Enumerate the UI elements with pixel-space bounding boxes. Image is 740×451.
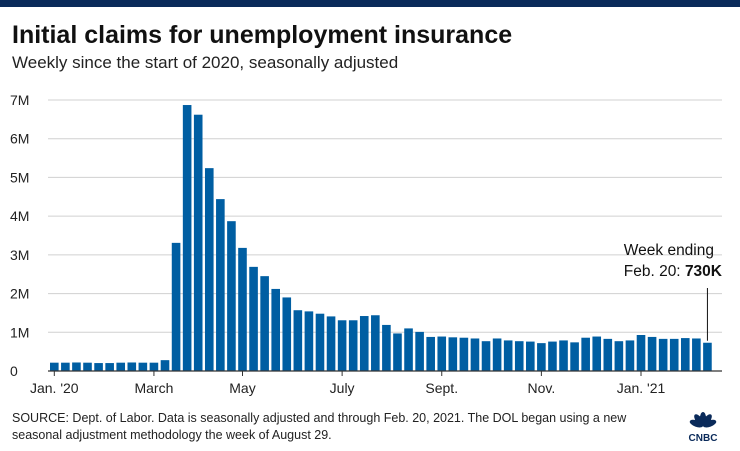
bar: [526, 341, 535, 371]
bar: [669, 338, 679, 371]
bar: [404, 328, 413, 371]
bar: [437, 336, 447, 371]
y-tick-label: 2M: [10, 286, 29, 302]
logo-text: CNBC: [689, 433, 718, 444]
bar: [337, 320, 347, 371]
bar: [470, 338, 480, 371]
source-note: SOURCE: Dept. of Labor. Data is seasonal…: [12, 411, 627, 442]
bar: [204, 168, 214, 371]
bar: [94, 363, 103, 371]
bar: [260, 276, 269, 371]
bar: [127, 362, 137, 371]
bar: [271, 288, 280, 371]
bar: [138, 362, 148, 371]
bar: [371, 315, 380, 371]
bar: [304, 311, 314, 371]
bar: [548, 341, 557, 371]
y-tick-label: 6M: [10, 131, 29, 147]
bar: [581, 337, 590, 371]
y-tick-label: 1M: [10, 324, 29, 340]
bar-chart: 0 1M 2M 3M 4M 5M 6M 7M Jan. '20 March May July Sept…: [10, 92, 723, 396]
bar: [426, 336, 435, 371]
cnbc-peacock-logo-icon: CNBC: [689, 412, 718, 444]
x-axis: Jan. '20 March May July Sept. Nov. Jan. '21: [30, 370, 722, 396]
bar: [61, 362, 70, 371]
bar: [227, 221, 236, 371]
bar: [692, 338, 701, 371]
x-tick-label: March: [134, 380, 173, 396]
bar: [149, 362, 159, 371]
annotation-line2: Feb. 20: 730K: [624, 263, 723, 280]
annotation-line1: Week ending: [624, 242, 714, 259]
bar: [503, 340, 513, 371]
bar: [160, 360, 170, 371]
bar: [116, 362, 126, 371]
bar: [603, 338, 613, 371]
grid-lines: [48, 99, 722, 333]
bar: [72, 362, 81, 371]
bar: [193, 114, 203, 372]
bar: [83, 362, 92, 371]
y-axis-ticks: 0 1M 2M 3M 4M 5M 6M 7M: [10, 92, 29, 379]
bar: [636, 335, 646, 371]
x-tick-label: May: [229, 380, 255, 396]
bars: [50, 105, 712, 372]
bar: [592, 336, 602, 371]
bar: [348, 320, 358, 371]
y-tick-label: 7M: [10, 92, 29, 108]
annotation-value: 730K: [685, 263, 723, 280]
annotation-prefix: Feb. 20:: [624, 263, 685, 280]
annotation-group: Week ending Feb. 20: 730K: [624, 242, 723, 341]
bar: [50, 362, 59, 371]
x-tick-label: Jan. '20: [30, 380, 79, 396]
bar: [481, 341, 491, 371]
x-tick-label: Sept.: [425, 380, 458, 396]
bar: [537, 343, 546, 371]
bar: [514, 341, 524, 371]
x-tick-label: Jan. '21: [617, 380, 666, 396]
bar: [182, 105, 192, 371]
top-accent-bar: [0, 0, 740, 7]
bar: [459, 337, 469, 371]
bar: [326, 316, 336, 371]
y-tick-label: 5M: [10, 169, 29, 185]
bar: [680, 338, 690, 371]
bar: [249, 266, 258, 371]
x-tick-label: July: [330, 380, 355, 396]
bar: [105, 363, 114, 371]
bar: [293, 310, 303, 371]
bar: [382, 324, 391, 371]
bar: [559, 340, 568, 371]
bar: [238, 247, 247, 371]
x-tick-label: Nov.: [528, 380, 556, 396]
bar: [625, 340, 635, 371]
bar: [614, 341, 624, 371]
bar: [315, 313, 325, 371]
bar: [282, 297, 292, 371]
chart-subtitle: Weekly since the start of 2020, seasonal…: [12, 53, 399, 72]
bar: [216, 199, 225, 371]
y-tick-label: 0: [10, 363, 18, 379]
bar: [393, 333, 402, 371]
bar: [570, 342, 579, 371]
bar: [492, 338, 502, 371]
chart-title: Initial claims for unemployment insuranc…: [12, 21, 513, 49]
bar: [703, 342, 712, 371]
bar: [647, 336, 657, 371]
y-tick-label: 3M: [10, 247, 29, 263]
bar: [171, 242, 181, 371]
bar: [359, 316, 369, 371]
bar: [658, 338, 668, 371]
bar: [415, 331, 424, 371]
bar: [448, 337, 458, 371]
y-tick-label: 4M: [10, 208, 29, 224]
